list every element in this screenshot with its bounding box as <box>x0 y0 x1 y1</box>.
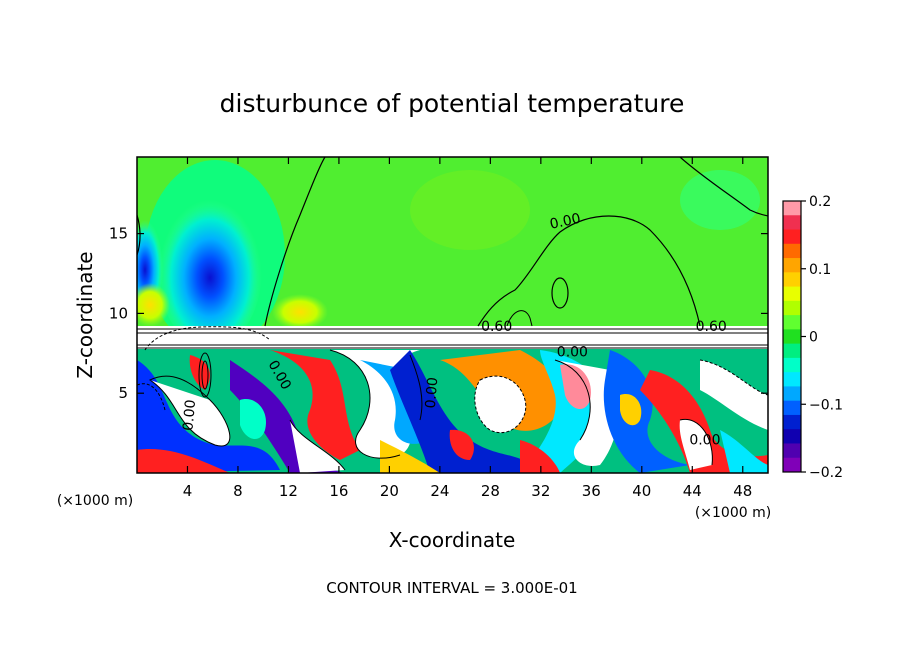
x-tick-label: 20 <box>380 482 399 500</box>
x-tick-label: 4 <box>183 482 193 500</box>
chart-title: disturbunce of potential temperature <box>220 89 685 118</box>
colorbar-swatch <box>783 457 801 473</box>
colorbar-swatch <box>783 372 801 387</box>
colorbar-tick-label: 0.2 <box>809 194 831 210</box>
y-tick-label: 10 <box>109 304 128 322</box>
colorbar-swatch <box>783 357 801 373</box>
y-axis: 5 10 15 <box>109 225 768 402</box>
contour-label: 0.60 <box>481 319 512 335</box>
contour-label: 0.00 <box>180 399 199 431</box>
colorbar-swatch <box>783 229 801 245</box>
y-tick-label: 5 <box>118 384 128 402</box>
colorbar-swatch <box>783 286 801 302</box>
x-tick-label: 40 <box>632 482 651 500</box>
contour-label: 0.60 <box>696 319 727 335</box>
colorbar-swatch <box>783 201 801 216</box>
colorbar-swatch <box>783 443 801 459</box>
colorbar-tick-label: 0 <box>809 330 818 346</box>
contour-label: 0.00 <box>548 211 582 233</box>
contour-interval-annotation: CONTOUR INTERVAL = 3.000E-01 <box>326 579 577 597</box>
colorbar-swatch <box>783 343 801 359</box>
x-tick-label: 44 <box>683 482 702 500</box>
x-tick-label: 32 <box>531 482 550 500</box>
x-tick-label: 24 <box>430 482 449 500</box>
colorbar-tick-label: 0.1 <box>809 262 831 278</box>
colorbar-tick-label: −0.1 <box>809 397 843 413</box>
heatmap-field <box>137 157 768 473</box>
x-tick-label: 48 <box>733 482 752 500</box>
x-axis: 4 8 12 16 20 24 28 32 36 40 44 48 <box>183 157 752 500</box>
colorbar-swatch <box>783 400 801 416</box>
colorbar-swatch <box>783 272 801 288</box>
colorbar-swatch <box>783 243 801 259</box>
x-tick-label: 28 <box>481 482 500 500</box>
plot-frame <box>136 156 769 474</box>
colorbar-tick-label: −0.2 <box>809 465 843 481</box>
y-axis-label: Z-coordinate <box>73 251 97 378</box>
x-unit-left: (×1000 m) <box>57 493 133 509</box>
colorbar-swatch <box>783 315 801 330</box>
x-tick-label: 12 <box>279 482 298 500</box>
contour-label: 0.00 <box>423 377 442 409</box>
y-tick-label: 15 <box>109 225 128 243</box>
colorbar-swatch <box>783 300 801 316</box>
x-axis-label: X-coordinate <box>389 528 516 552</box>
colorbar <box>782 200 802 473</box>
colorbar-swatch <box>783 258 801 273</box>
colorbar-swatch <box>783 386 801 402</box>
colorbar-swatch <box>783 429 801 444</box>
x-tick-label: 36 <box>582 482 601 500</box>
colorbar-swatch <box>783 414 801 430</box>
contour-label: 0.00 <box>689 432 720 448</box>
colorbar-swatch <box>783 329 801 345</box>
x-unit-right: (×1000 m) <box>695 505 771 521</box>
contour-labels: 0.000.60 0.600.000.000.000.000.00 <box>180 211 726 449</box>
colorbar-swatch <box>783 215 801 231</box>
colorbar-ticks: 0.2 0.1 0 −0.1 −0.2 <box>801 194 843 481</box>
contour-label: 0.00 <box>557 344 588 360</box>
x-tick-label: 16 <box>329 482 348 500</box>
x-tick-label: 8 <box>233 482 243 500</box>
